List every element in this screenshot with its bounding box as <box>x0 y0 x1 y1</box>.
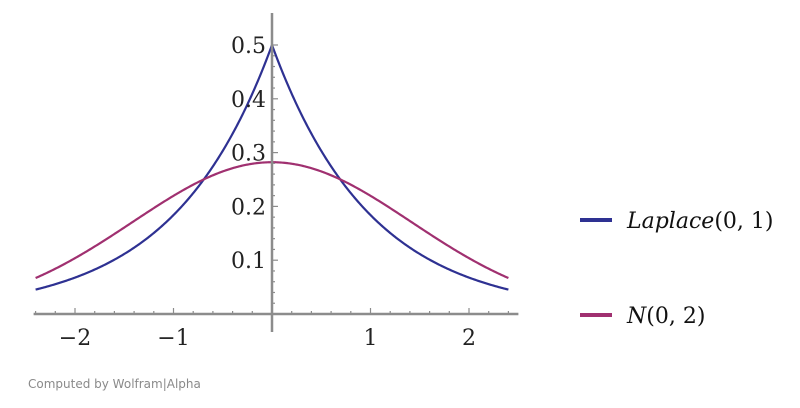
y-tick-label: 0.1 <box>231 249 266 274</box>
y-tick-label: 0.2 <box>231 195 266 220</box>
y-tick-label: 0.3 <box>231 142 266 167</box>
legend-label-params: (0, 2) <box>646 304 705 329</box>
axes: −2 −1 1 2 0.1 0.2 0.3 0.4 0.5 <box>33 13 519 351</box>
x-tick-label: −1 <box>157 326 189 351</box>
legend-label-1: Laplace(0, 1) <box>626 209 773 234</box>
legend-label-italic: Laplace <box>626 209 714 234</box>
legend-label-italic: N <box>626 304 647 329</box>
y-tick-label: 0.4 <box>231 88 266 113</box>
legend-label-2: N(0, 2) <box>626 304 705 329</box>
wolfram-attribution: Computed by Wolfram|Alpha <box>28 377 201 391</box>
x-tick-label: 1 <box>364 326 378 351</box>
y-tick-label: 0.5 <box>231 34 266 59</box>
legend-label-params: (0, 1) <box>714 209 773 234</box>
legend: Laplace(0, 1) N(0, 2) <box>580 209 773 329</box>
x-tick-label: −2 <box>59 326 91 351</box>
x-tick-label: 2 <box>462 326 476 351</box>
